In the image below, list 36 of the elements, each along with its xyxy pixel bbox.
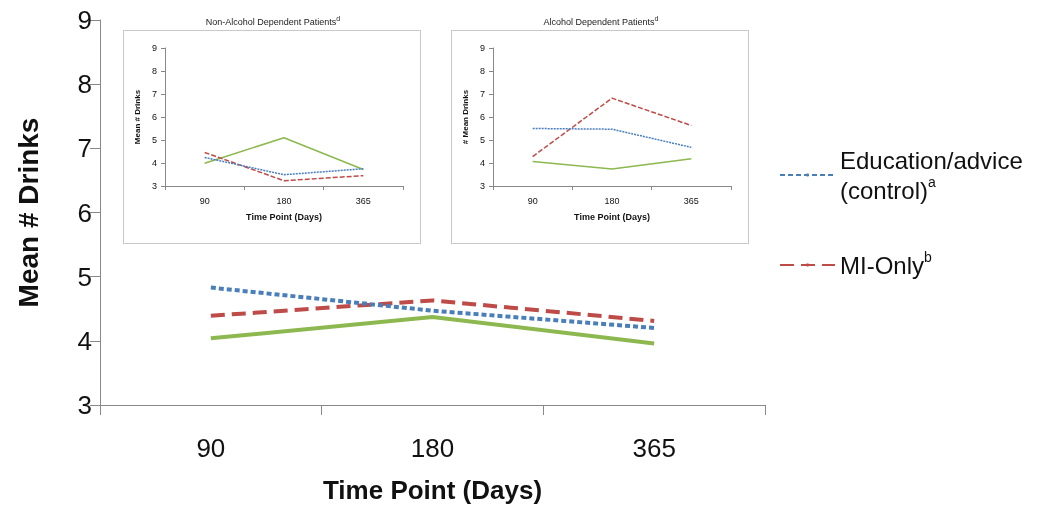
y-tick-label: 6 xyxy=(151,112,157,122)
x-axis-title: Time Point (Days) xyxy=(246,211,322,222)
y-tick-label: 4 xyxy=(151,158,157,168)
y-tick-label: 6 xyxy=(77,197,92,228)
y-tick-label: 7 xyxy=(479,89,485,99)
y-tick-label: 6 xyxy=(479,112,485,122)
y-tick-label: 9 xyxy=(77,5,92,35)
y-tick-label: 9 xyxy=(151,43,157,53)
x-tick-label: 180 xyxy=(604,195,620,206)
x-tick-label: 180 xyxy=(410,433,455,463)
y-tick-label: 8 xyxy=(151,66,157,76)
y-tick-label: 3 xyxy=(77,390,92,420)
x-tick-label: 365 xyxy=(683,195,699,206)
y-tick-label: 4 xyxy=(77,325,92,356)
x-tick-label: 90 xyxy=(199,195,210,206)
y-tick-label: 7 xyxy=(77,133,92,164)
y-tick-label: 5 xyxy=(77,261,92,292)
x-tick-label: 365 xyxy=(355,195,371,206)
x-tick-label: 90 xyxy=(527,195,538,206)
y-tick-label: 3 xyxy=(479,181,485,191)
x-tick-label: 90 xyxy=(196,433,226,463)
x-tick-label: 180 xyxy=(276,195,292,206)
y-tick-label: 5 xyxy=(151,135,157,145)
y-tick-label: 8 xyxy=(77,69,92,100)
y-axis-title: Mean # Drinks xyxy=(132,89,142,145)
y-tick-label: 5 xyxy=(479,135,485,145)
y-tick-label: 8 xyxy=(479,66,485,76)
x-tick-label: 365 xyxy=(632,433,676,463)
x-axis-title: Time Point (Days) xyxy=(574,211,650,222)
y-tick-label: 9 xyxy=(479,43,485,53)
y-tick-label: 3 xyxy=(151,181,157,191)
y-axis-title: Mean # Drinks xyxy=(12,117,44,308)
y-axis-title: # Mean Drinks xyxy=(460,89,470,145)
y-tick-label: 4 xyxy=(479,158,485,168)
y-tick-label: 7 xyxy=(151,89,157,99)
x-axis-title: Time Point (Days) xyxy=(322,475,543,505)
